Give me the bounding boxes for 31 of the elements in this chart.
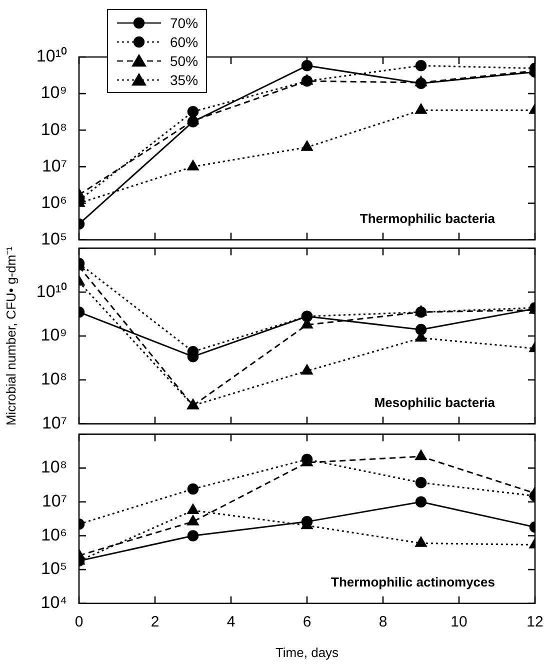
y-tick-label: 10⁶ [41, 525, 67, 544]
y-tick-label: 10⁷ [42, 413, 67, 432]
annotation: Mesophilic bacteria [374, 394, 496, 410]
x-tick-label: 0 [74, 614, 84, 631]
x-tick-label: 10 [450, 614, 468, 631]
legend-label: 60% [170, 34, 198, 50]
legend-label: 70% [170, 14, 198, 30]
legend-label: 50% [170, 52, 198, 68]
y-tick-label: 10¹⁰ [36, 282, 67, 301]
annotation: Thermophilic bacteria [360, 210, 496, 226]
y-tick-label: 10⁵ [41, 229, 67, 248]
x-axis-title: Time, days [275, 644, 340, 660]
x-tick-label: 8 [378, 614, 388, 631]
y-tick-label: 10⁹ [40, 326, 67, 345]
annotation: Thermophilic actinomyces [331, 574, 495, 590]
y-tick-label: 10⁶ [41, 192, 67, 212]
x-tick-label: 2 [150, 614, 160, 631]
y-tick-label: 10⁹ [40, 83, 67, 102]
y-tick-label: 10⁵ [41, 559, 67, 578]
y-tick-label: 10⁸ [40, 120, 67, 139]
x-tick-label: 4 [226, 614, 236, 631]
y-axis-title: Microbial number, CFU• g-dm⁻¹ [3, 246, 20, 426]
y-tick-label: 10⁸ [40, 458, 67, 477]
y-tick-label: 10⁸ [40, 370, 67, 389]
y-tick-label: 10⁴ [40, 593, 67, 612]
x-tick-label: 12 [526, 614, 544, 631]
y-tick-label: 10⁷ [42, 156, 67, 176]
y-tick-label: 10⁷ [42, 492, 67, 511]
x-tick-label: 6 [302, 614, 312, 631]
y-tick-label: 10¹⁰ [36, 46, 67, 66]
legend-label: 35% [170, 72, 198, 88]
